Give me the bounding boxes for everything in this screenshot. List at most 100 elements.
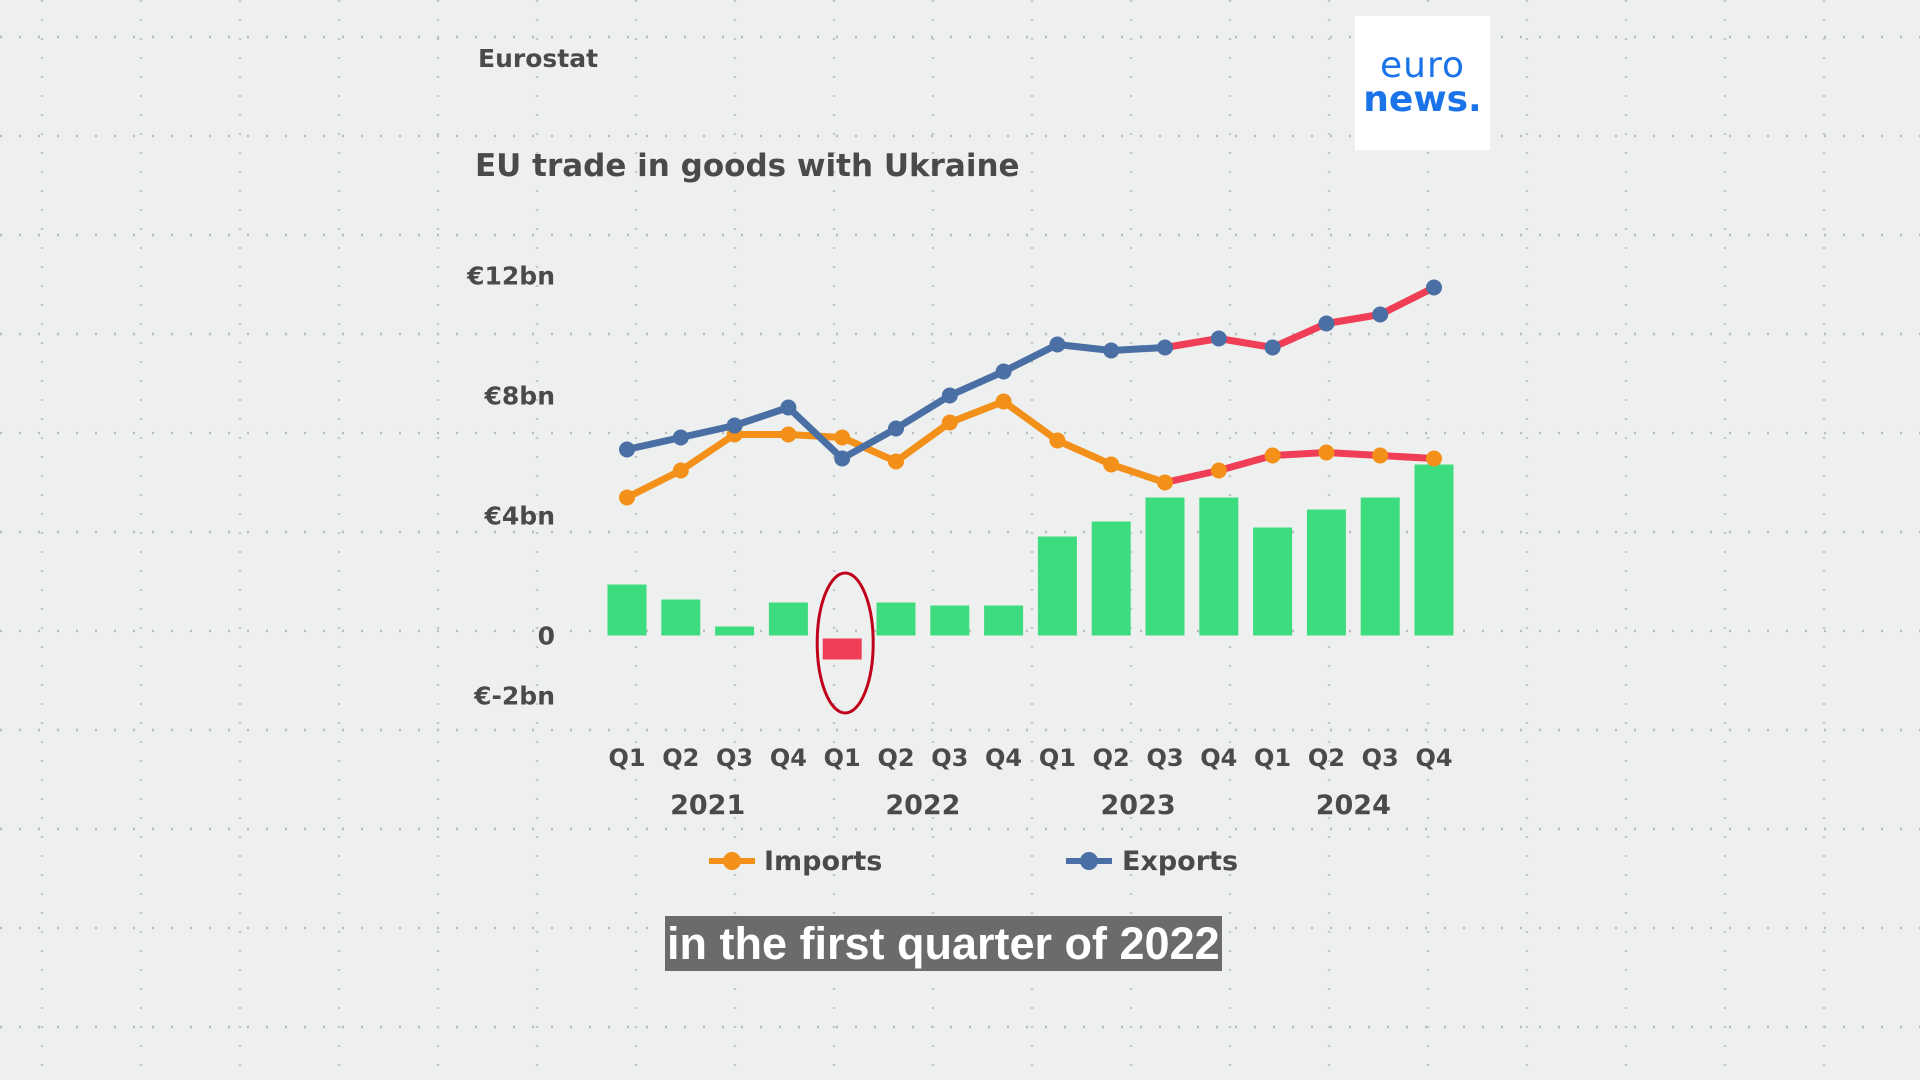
data-point-exports: [726, 417, 743, 434]
bar: [1360, 497, 1400, 636]
bar: [607, 584, 647, 636]
data-point-exports: [941, 387, 958, 404]
legend-label-imports: Imports: [764, 846, 882, 877]
data-point-imports: [1264, 447, 1281, 464]
x-tick-label: Q2: [877, 744, 914, 772]
line-segment-imports: [1322, 449, 1384, 459]
x-tick-label: Q2: [1093, 744, 1130, 772]
data-point-imports: [941, 414, 958, 431]
x-tick-label: Q1: [608, 744, 645, 772]
data-point-imports: [1103, 456, 1120, 473]
year-label: 2021: [670, 790, 745, 821]
x-tick-label: Q3: [1362, 744, 1399, 772]
data-point-imports: [1210, 462, 1227, 479]
line-segment-imports: [1053, 437, 1115, 468]
line-segment-exports: [677, 422, 739, 441]
bar: [1091, 521, 1131, 636]
bar: [930, 605, 970, 636]
line-segment-exports: [1376, 284, 1438, 318]
bar: [876, 602, 916, 636]
x-tick-label: Q2: [1308, 744, 1345, 772]
x-tick-label: Q4: [1415, 744, 1452, 772]
euronews-logo: euro news.: [1355, 16, 1490, 150]
data-point-imports: [1049, 432, 1066, 449]
line-segment-exports: [1000, 341, 1061, 375]
year-label: 2024: [1316, 790, 1391, 821]
data-point-exports: [672, 429, 689, 446]
bar: [715, 626, 755, 636]
caption-subtitle: in the first quarter of 2022: [665, 916, 1222, 971]
line-segment-exports: [1322, 311, 1384, 327]
line-segment-imports: [1107, 461, 1169, 486]
x-tick-label: Q1: [824, 744, 861, 772]
data-point-imports: [1426, 450, 1442, 467]
line-segment-imports: [892, 419, 954, 465]
x-tick-label: Q4: [985, 744, 1022, 772]
highlight-circle: [815, 571, 875, 715]
line-segment-exports: [1161, 335, 1223, 351]
legend-label-exports: Exports: [1122, 846, 1238, 877]
line-segment-exports: [1215, 335, 1277, 351]
line-segment-exports: [1107, 344, 1169, 354]
y-tick-label: 0: [538, 622, 555, 651]
x-tick-label: Q2: [662, 744, 699, 772]
x-tick-label: Q1: [1254, 744, 1291, 772]
data-point-exports: [780, 399, 797, 416]
year-label: 2022: [885, 790, 960, 821]
line-segment-imports: [1161, 467, 1223, 486]
line-segment-exports: [1269, 320, 1330, 351]
data-point-exports: [1157, 339, 1173, 356]
line-segment-imports: [838, 434, 900, 465]
data-point-exports: [995, 363, 1012, 380]
data-point-imports: [1372, 447, 1389, 464]
data-point-exports: [1264, 339, 1281, 356]
x-tick-label: Q3: [931, 744, 968, 772]
data-point-imports: [619, 489, 635, 506]
line-segment-exports: [946, 368, 1008, 399]
x-tick-label: Q3: [716, 744, 753, 772]
x-tick-label: Q1: [1039, 744, 1076, 772]
data-point-exports: [834, 450, 851, 467]
bar: [1199, 497, 1239, 636]
y-tick-label: €12bn: [466, 262, 555, 291]
data-point-imports: [995, 393, 1012, 410]
legend-marker-imports: [723, 852, 741, 870]
x-tick-label: Q3: [1146, 744, 1183, 772]
line-segment-exports: [892, 392, 954, 432]
data-point-imports: [834, 429, 851, 446]
bar: [1306, 509, 1346, 636]
line-segment-imports: [1215, 452, 1277, 474]
bar: [1253, 527, 1293, 636]
data-point-exports: [619, 441, 635, 458]
bar: [984, 605, 1024, 636]
data-point-exports: [1049, 336, 1066, 353]
data-point-imports: [672, 462, 689, 479]
line-segment-exports: [731, 404, 792, 429]
year-label: 2023: [1101, 790, 1176, 821]
line-segment-imports: [1269, 449, 1330, 459]
bar: [768, 602, 808, 636]
bar: [1037, 536, 1077, 636]
bar: [1414, 464, 1454, 636]
data-point-exports: [1210, 330, 1227, 347]
data-point-imports: [888, 453, 904, 470]
line-segment-imports: [677, 431, 739, 474]
data-point-exports: [1318, 315, 1335, 332]
bar-negative: [822, 638, 862, 660]
line-segment-imports: [1000, 398, 1061, 444]
data-point-imports: [1318, 444, 1335, 461]
bar: [661, 599, 701, 636]
bar: [1145, 497, 1185, 636]
data-point-exports: [888, 420, 904, 437]
data-point-exports: [1103, 342, 1120, 359]
y-tick-label: €8bn: [484, 382, 555, 411]
logo-text-line1: euro: [1380, 44, 1465, 86]
x-tick-label: Q4: [770, 744, 807, 772]
line-segment-imports: [946, 398, 1008, 426]
line-segment-exports: [784, 404, 846, 462]
logo-text-line2: news.: [1363, 79, 1482, 120]
line-segment-imports: [1376, 452, 1438, 462]
line-segment-exports: [623, 434, 685, 453]
data-point-imports: [1157, 474, 1173, 491]
